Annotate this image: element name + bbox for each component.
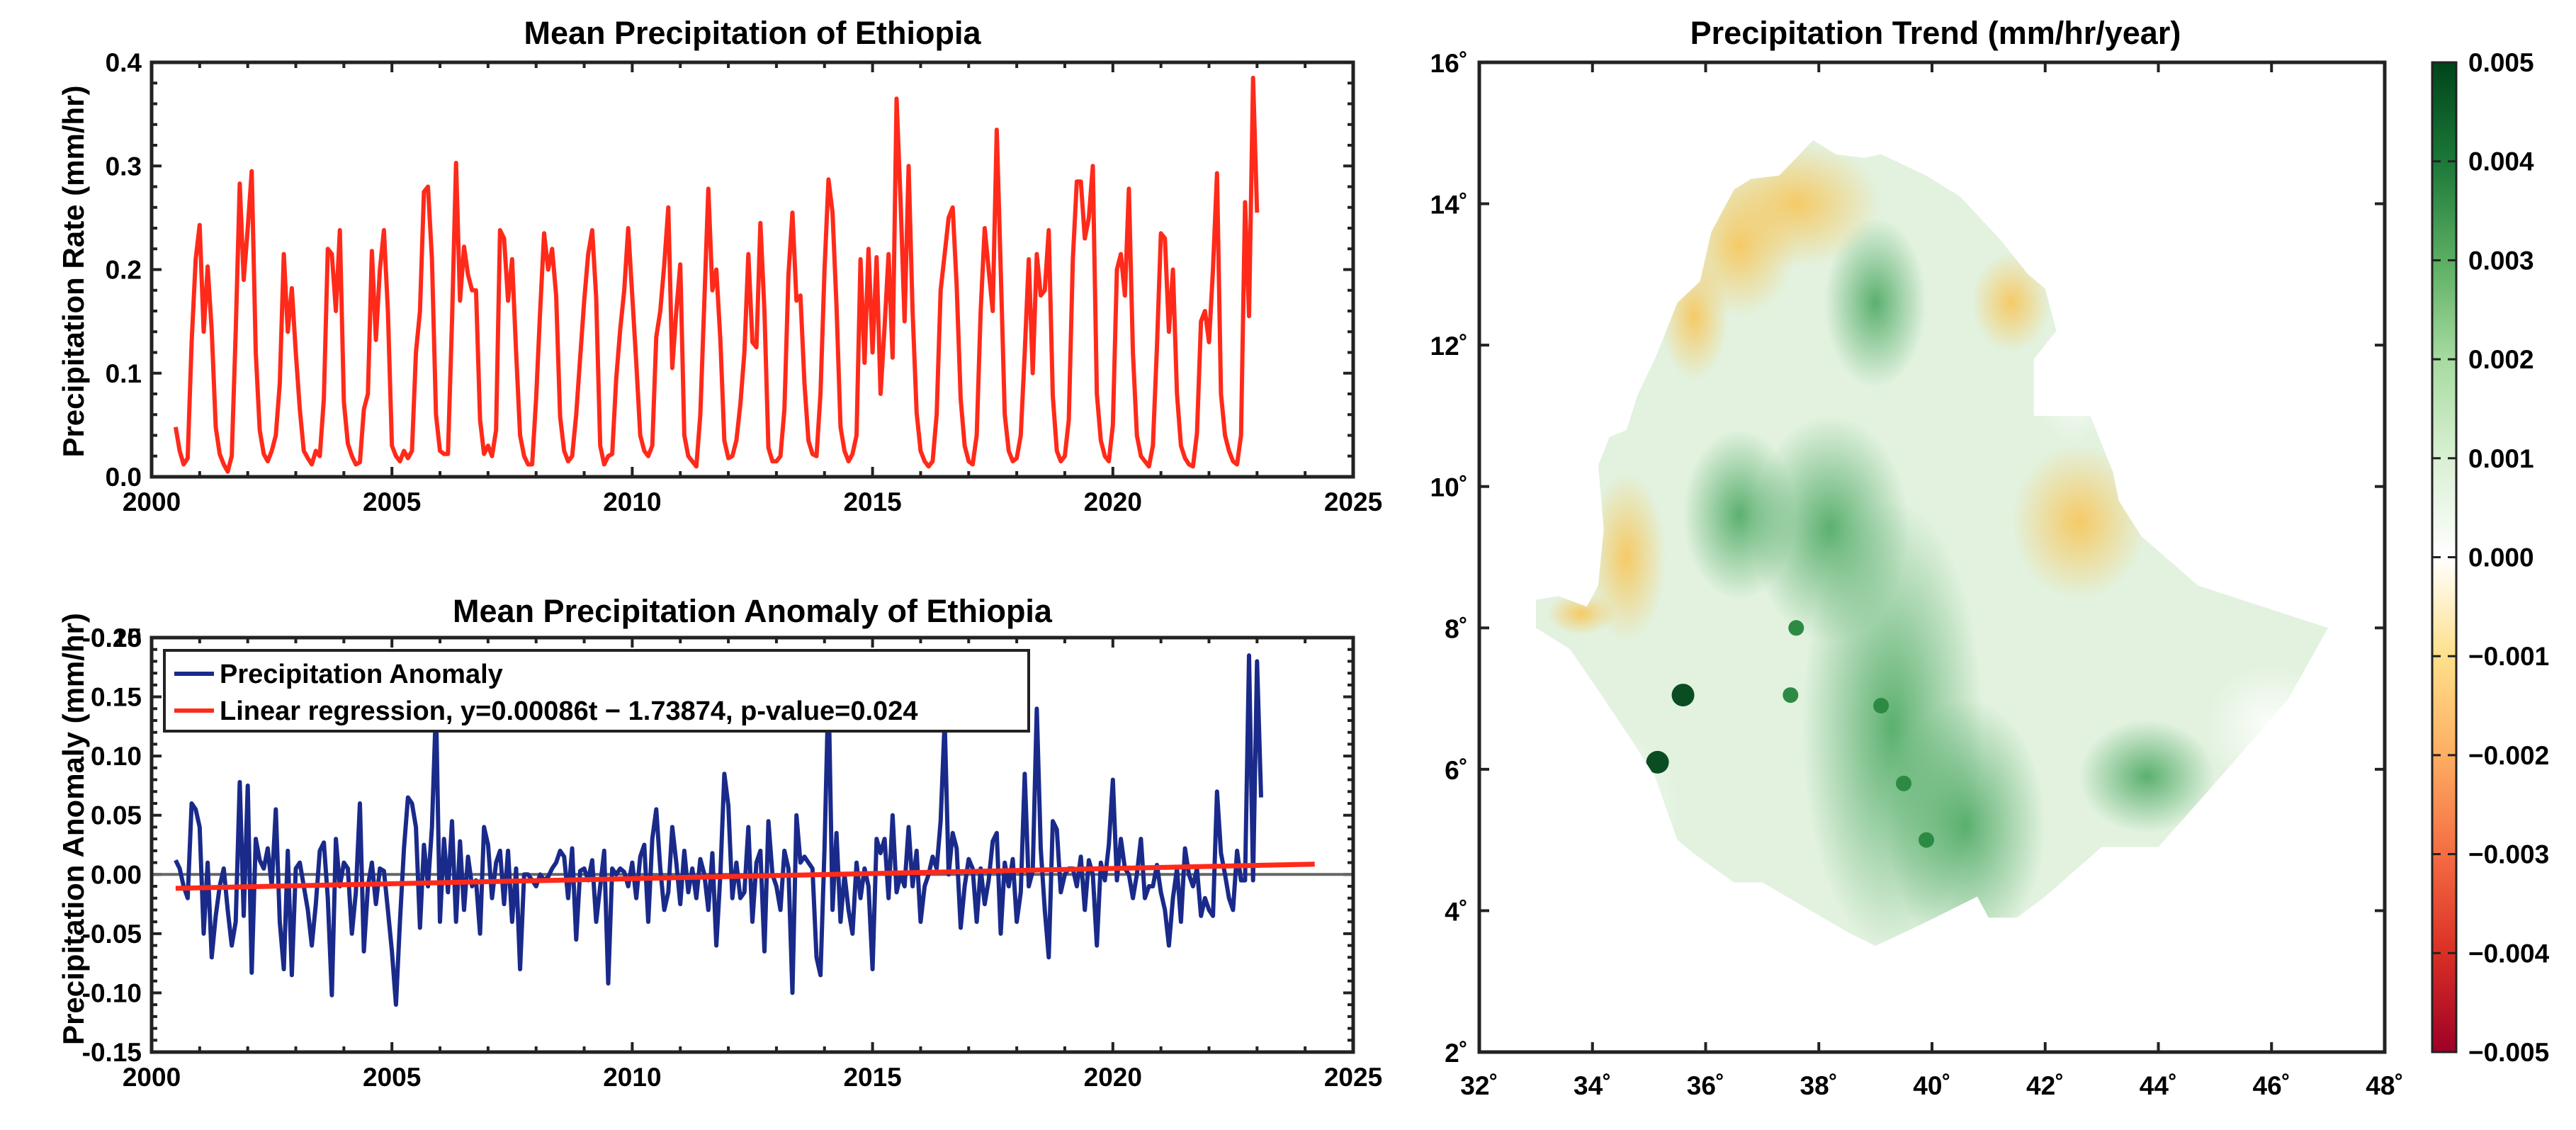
legend-label-anomaly: Precipitation Anomaly (220, 660, 503, 689)
dry-zone-northwest-2 (1661, 253, 1729, 380)
trend-map: Precipitation Trend (mm/hr/year) 32˚ 34˚ 3… (1430, 15, 2404, 1100)
anomaly-chart-title: Mean Precipitation Anomaly of Ethiopia (453, 593, 1053, 629)
neutral-southwest (1479, 720, 1683, 889)
colorbar-tick-label: 0.005 (2468, 48, 2534, 77)
precipitation-chart: Mean Precipitation of Ethiopia Precipita… (57, 15, 1382, 516)
x-tick-label: 2005 (363, 487, 421, 516)
colorbar-tick-label: 0.000 (2468, 543, 2534, 572)
y-tick-label: -0.15 (82, 1038, 142, 1067)
x-tick-label: 2010 (603, 487, 661, 516)
colorbar: 0.005 0.004 0.003 0.002 0.001 0.000 −0.001 −0.0… (2432, 48, 2550, 1067)
precipitation-chart-ylabel: Precipitation Rate (mm/hr) (57, 85, 90, 457)
wet-hotspot (1873, 698, 1889, 713)
lon-tick-label: 36˚ (1687, 1071, 1724, 1100)
lon-tick-label: 42˚ (2026, 1071, 2064, 1100)
y-tick-label: 0.3 (106, 152, 142, 181)
lat-tick-label: 16˚ (1430, 49, 1468, 78)
x-tick-label: 2015 (843, 1063, 901, 1092)
y-tick-label: 0.00 (91, 860, 142, 889)
x-tick-label: 2010 (603, 1063, 661, 1092)
precipitation-series-line (176, 78, 1257, 472)
wet-band-west (1683, 430, 1797, 599)
dry-zone-southwest (1547, 592, 1615, 635)
trend-map-title: Precipitation Trend (mm/hr/year) (1690, 15, 2181, 51)
wet-hotspot (1672, 684, 1695, 706)
wet-hotspot (1788, 620, 1804, 635)
neutral-east (2203, 663, 2339, 791)
wet-band-southeast (2079, 720, 2215, 833)
colorbar-tick-label: −0.004 (2468, 939, 2550, 968)
wet-hotspot (1783, 687, 1798, 703)
x-tick-label: 2000 (123, 487, 181, 516)
lon-tick-label: 34˚ (1574, 1071, 1611, 1100)
y-tick-label: 0.10 (91, 742, 142, 771)
lon-tick-label: 48˚ (2366, 1071, 2403, 1100)
y-tick-label: 0.4 (106, 48, 142, 77)
lon-tick-label: 44˚ (2140, 1071, 2177, 1100)
lat-tick-label: 2˚ (1445, 1039, 1468, 1068)
colorbar-tick-label: 0.002 (2468, 345, 2534, 374)
lat-tick-label: 6˚ (1445, 756, 1468, 785)
colorbar-tick-label: −0.001 (2468, 642, 2549, 671)
y-tick-label-top: -0.15 (82, 623, 142, 652)
y-tick-label: 0.1 (106, 359, 142, 388)
x-tick-label: 2025 (1324, 487, 1382, 516)
y-tick-label: 0.2 (106, 256, 142, 285)
colorbar-tick-label: 0.001 (2468, 444, 2534, 473)
colorbar-tick-label: 0.003 (2468, 246, 2534, 275)
y-tick-label: 0.05 (91, 801, 142, 830)
ethiopia-trend-field (1479, 140, 2339, 954)
colorbar-tick-label: −0.005 (2468, 1038, 2549, 1067)
colorbar-tick-label: −0.002 (2468, 741, 2549, 770)
anomaly-legend: Precipitation Anomaly Linear regression,… (164, 650, 1029, 731)
x-tick-label: 2020 (1084, 1063, 1142, 1092)
lon-tick-label: 38˚ (1800, 1071, 1838, 1100)
wet-hotspot (1919, 832, 1934, 848)
legend-label-regression: Linear regression, y=0.00086t − 1.73874,… (220, 696, 917, 726)
y-tick-label: 0.0 (106, 463, 142, 492)
x-tick-label: 2025 (1324, 1063, 1382, 1092)
lon-tick-label: 32˚ (1460, 1071, 1498, 1100)
lon-tick-label: 46˚ (2253, 1071, 2290, 1100)
lon-tick-label: 40˚ (1913, 1071, 1950, 1100)
colorbar-tick-label: −0.003 (2468, 840, 2549, 869)
neutral-afar (2034, 317, 2113, 444)
wet-hotspot (1646, 751, 1669, 774)
x-tick-label: 2005 (363, 1063, 421, 1092)
x-tick-label: 2015 (843, 487, 901, 516)
lat-tick-label: 8˚ (1445, 614, 1468, 643)
lat-tick-label: 12˚ (1430, 332, 1468, 361)
wet-band-south (1887, 699, 2045, 953)
x-tick-label: 2020 (1084, 487, 1142, 516)
precipitation-chart-title: Mean Precipitation of Ethiopia (524, 15, 981, 51)
wet-hotspot (1896, 776, 1911, 791)
anomaly-chart: Mean Precipitation Anomaly of Ethiopia P… (57, 593, 1382, 1092)
dry-zone-east (2011, 444, 2147, 600)
x-tick-label: 2000 (123, 1063, 181, 1092)
y-tick-label: -0.10 (82, 978, 142, 1007)
dry-zone-afar (1972, 253, 2051, 352)
lat-tick-label: 4˚ (1445, 897, 1468, 926)
y-tick-label: -0.05 (82, 920, 142, 949)
colorbar-tick-label: 0.004 (2468, 147, 2534, 176)
figure-canvas: Mean Precipitation of Ethiopia Precipita… (0, 0, 2576, 1130)
lat-tick-label: 14˚ (1430, 191, 1468, 220)
lat-tick-label: 10˚ (1430, 473, 1468, 502)
y-tick-label: 0.15 (91, 683, 142, 712)
